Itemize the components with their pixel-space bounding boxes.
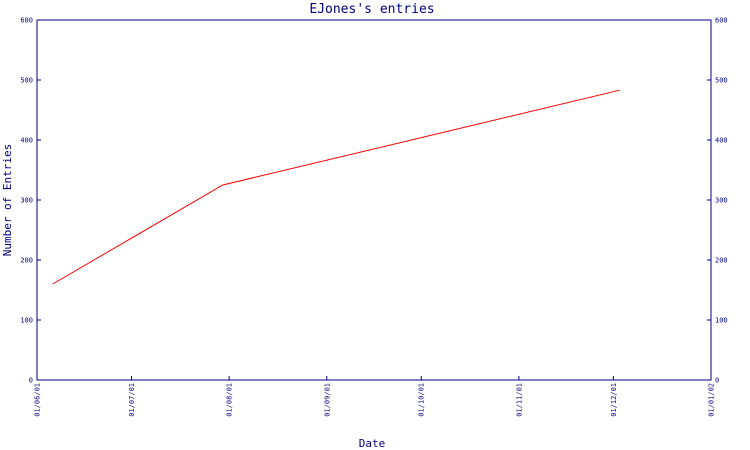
- x-axis: 01/06/01 01/07/01 01/08/01 01/09/01 01/10/01…: [34, 376, 716, 417]
- x-tick-label: 01/06/01: [34, 383, 42, 417]
- y-tick-label-right: 100: [715, 317, 728, 325]
- plot-frame: [36, 19, 712, 381]
- y-tick-label-right: 500: [715, 77, 728, 85]
- x-tick-label: 01/12/01: [610, 383, 618, 417]
- y-tick-label-right: 600: [715, 17, 728, 25]
- x-tick-label: 01/08/01: [226, 383, 234, 417]
- y-tick-label-left: 400: [20, 137, 33, 145]
- y-axis-label: Number of Entries: [1, 144, 14, 257]
- y-tick-label-right: 200: [715, 257, 728, 265]
- y-tick-label-left: 300: [20, 197, 33, 205]
- x-tick-label: 01/11/01: [515, 383, 523, 417]
- chart-title: EJones's entries: [309, 2, 434, 17]
- x-axis-label: Date: [359, 437, 386, 450]
- y-tick-label-right: 300: [715, 197, 728, 205]
- x-tick-label: 01/09/01: [323, 383, 331, 417]
- series-line: [52, 89, 620, 285]
- y-axis-right: 0 100 200 300 400 500 600: [707, 17, 728, 385]
- y-tick-label-right: 400: [715, 137, 728, 145]
- x-tick-label: 01/10/01: [418, 383, 426, 417]
- y-tick-label-left: 0: [29, 377, 33, 385]
- y-tick-label-left: 200: [20, 257, 33, 265]
- y-tick-label-right: 0: [715, 377, 719, 385]
- x-tick-label: 01/01/02: [708, 383, 716, 417]
- y-tick-label-left: 600: [20, 17, 33, 25]
- y-tick-label-left: 500: [20, 77, 33, 85]
- series-layer: [52, 89, 620, 285]
- x-tick-label: 01/07/01: [128, 383, 136, 417]
- y-tick-label-left: 100: [20, 317, 33, 325]
- y-axis-left: 0 100 200 300 400 500 600: [20, 17, 41, 385]
